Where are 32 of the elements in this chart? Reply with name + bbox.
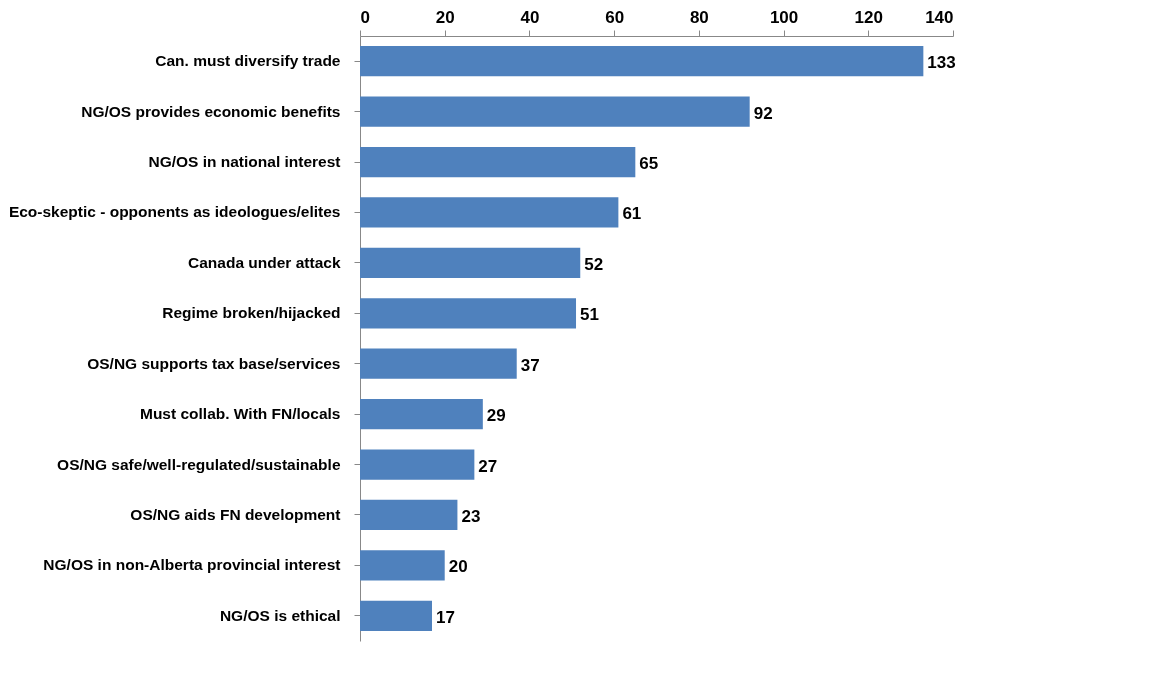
data-label: 65 (639, 154, 659, 174)
x-tick-label: 120 (854, 7, 883, 27)
data-label: 133 (927, 53, 956, 73)
data-label: 52 (584, 254, 604, 274)
data-label: 20 (448, 557, 468, 577)
data-label: 27 (478, 456, 498, 476)
x-tick-label: 80 (689, 7, 709, 27)
y-tick-label: Must collab. With FN/locals (139, 405, 341, 423)
y-tick-label: OS/NG supports tax base/services (87, 354, 341, 372)
y-tick-label: Regime broken/hijacked (162, 304, 341, 322)
data-label: 29 (486, 406, 506, 426)
x-tick-label: 40 (520, 7, 540, 27)
data-label: 17 (436, 607, 455, 627)
y-tick-label: NG/OS in non-Alberta provincial interest (43, 556, 341, 574)
data-label: 37 (520, 355, 540, 375)
y-tick-label: NG/OS provides economic benefits (81, 102, 341, 120)
x-tick-label: 20 (435, 7, 455, 27)
data-label: 92 (753, 103, 773, 123)
y-tick-label: Canada under attack (188, 253, 341, 271)
data-label: 51 (580, 305, 599, 325)
y-tick-label: NG/OS is ethical (219, 606, 341, 624)
y-tick-label: Can. must diversify trade (155, 52, 341, 70)
data-label: 61 (622, 204, 642, 224)
y-tick-label: OS/NG safe/well-regulated/sustainable (57, 455, 341, 473)
data-label: 23 (461, 506, 481, 526)
x-tick-label: 60 (605, 7, 625, 27)
x-tick-label: 140 (925, 7, 954, 27)
y-tick-label: OS/NG aids FN development (130, 505, 341, 523)
x-tick-label: 0 (360, 7, 370, 27)
x-tick-label: 100 (769, 7, 799, 27)
y-tick-label: Eco-skeptic - opponents as ideologues/elites (8, 203, 341, 221)
y-tick-label: NG/OS in national interest (148, 153, 341, 171)
